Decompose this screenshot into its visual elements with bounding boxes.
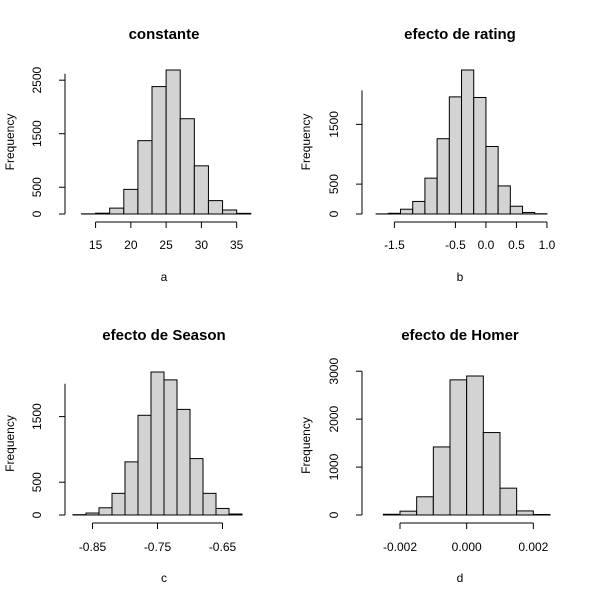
- histogram-bar: [98, 507, 113, 516]
- x-tick-label: -1.5: [384, 238, 405, 252]
- x-tick-label: -0.002: [383, 540, 417, 554]
- histogram-bar: [424, 177, 438, 215]
- histogram-bar: [461, 69, 475, 215]
- histogram-bar: [482, 432, 501, 516]
- histogram-bar: [163, 379, 178, 516]
- histogram-bar: [416, 496, 434, 516]
- histogram-bar: [202, 492, 217, 516]
- histogram-bar: [448, 96, 463, 215]
- y-tick-label: 500: [30, 472, 44, 492]
- histogram-panel-4: efecto de Homer -0.002 0.000 0.002 0 1000 2000…: [299, 327, 551, 585]
- histogram-panel-3: efecto de Season -0.85 -0.75 -0.65 0 500 1500 c…: [3, 327, 243, 585]
- histogram-panel-2: efecto de rating -1.5 -0.5 0.0 0.5 1.0 0 500 150…: [299, 26, 556, 284]
- histogram-bar: [399, 510, 418, 516]
- x-tick-label: -0.75: [144, 540, 172, 554]
- y-axis-label: Frequency: [3, 114, 17, 171]
- histogram-bar: [179, 118, 195, 215]
- x-tick-label: 0.5: [508, 238, 525, 252]
- histogram-bar: [485, 145, 499, 215]
- x-tick-label: 0.0: [478, 238, 495, 252]
- histogram-bar: [466, 375, 484, 516]
- x-tick-label: 1.0: [539, 238, 556, 252]
- histogram-bar: [499, 487, 518, 516]
- x-tick-label: 15: [89, 238, 103, 252]
- histogram-bar: [150, 371, 165, 516]
- histogram-bar: [123, 188, 139, 215]
- y-axis-label: Frequency: [299, 417, 313, 474]
- histogram-bar: [473, 96, 487, 215]
- histogram-bar: [215, 507, 230, 516]
- y-tick-label: 3000: [327, 358, 341, 385]
- x-axis-label: d: [457, 571, 464, 585]
- y-tick-label: 500: [30, 177, 44, 197]
- y-axis-label: Frequency: [299, 114, 313, 171]
- chart-title: efecto de Homer: [401, 327, 519, 344]
- x-axis-label: b: [457, 270, 464, 284]
- histogram-bar: [165, 69, 181, 215]
- histogram-bar: [236, 212, 252, 215]
- y-tick-label: 0: [30, 511, 44, 518]
- histogram-bar: [137, 140, 153, 215]
- histogram-bar: [193, 165, 209, 215]
- histogram-bar: [228, 513, 243, 516]
- histogram-bar: [382, 513, 401, 516]
- y-tick-label: 0: [30, 210, 44, 217]
- histogram-bar: [387, 212, 402, 215]
- histogram-bar: [109, 207, 125, 215]
- x-tick-label: -0.5: [445, 238, 466, 252]
- x-tick-label: 35: [230, 238, 244, 252]
- histogram-bar: [151, 86, 167, 215]
- x-axis-label: a: [161, 270, 168, 284]
- histogram-bar: [516, 510, 534, 516]
- histogram-bar: [509, 205, 524, 215]
- histogram-bar: [176, 408, 191, 516]
- y-tick-label: 1500: [30, 120, 44, 147]
- histogram-bar: [432, 446, 451, 516]
- y-tick-label: 2000: [327, 405, 341, 432]
- x-tick-label: 25: [159, 238, 173, 252]
- histogram-bar: [111, 492, 126, 516]
- x-tick-label: 0.000: [452, 540, 482, 554]
- histogram-bar: [449, 379, 468, 516]
- histogram-bar: [85, 512, 100, 516]
- histogram-bar: [137, 414, 152, 516]
- histogram-bar: [436, 138, 450, 215]
- histogram-bar: [95, 212, 111, 215]
- y-tick-label: 2500: [30, 67, 44, 94]
- histogram-bar: [497, 185, 511, 215]
- y-tick-label: 500: [327, 174, 341, 194]
- chart-title: constante: [129, 26, 200, 43]
- x-tick-label: 0.002: [518, 540, 548, 554]
- x-tick-label: -0.85: [79, 540, 107, 554]
- chart-title: efecto de Season: [102, 327, 225, 344]
- histogram-bar: [207, 200, 224, 215]
- y-tick-label: 1000: [327, 453, 341, 480]
- chart-title: efecto de rating: [404, 26, 516, 43]
- y-tick-label: 1500: [30, 403, 44, 430]
- histogram-bar: [522, 212, 536, 215]
- histogram-panel-1: constante 15 20 25 30 35 0 500 1500 2500 a Frequenc…: [3, 26, 252, 284]
- y-tick-label: 1500: [327, 111, 341, 138]
- histogram-bar: [189, 458, 204, 516]
- histogram-bar: [400, 208, 414, 215]
- x-tick-label: -0.65: [209, 540, 237, 554]
- x-tick-label: 20: [124, 238, 138, 252]
- y-tick-label: 0: [327, 511, 341, 518]
- histogram-bar: [412, 200, 426, 215]
- y-axis-label: Frequency: [3, 415, 17, 472]
- histogram-bar: [222, 209, 238, 215]
- x-axis-label: c: [161, 571, 167, 585]
- y-tick-label: 0: [327, 210, 341, 217]
- histogram-bar: [124, 461, 139, 516]
- x-tick-label: 30: [195, 238, 209, 252]
